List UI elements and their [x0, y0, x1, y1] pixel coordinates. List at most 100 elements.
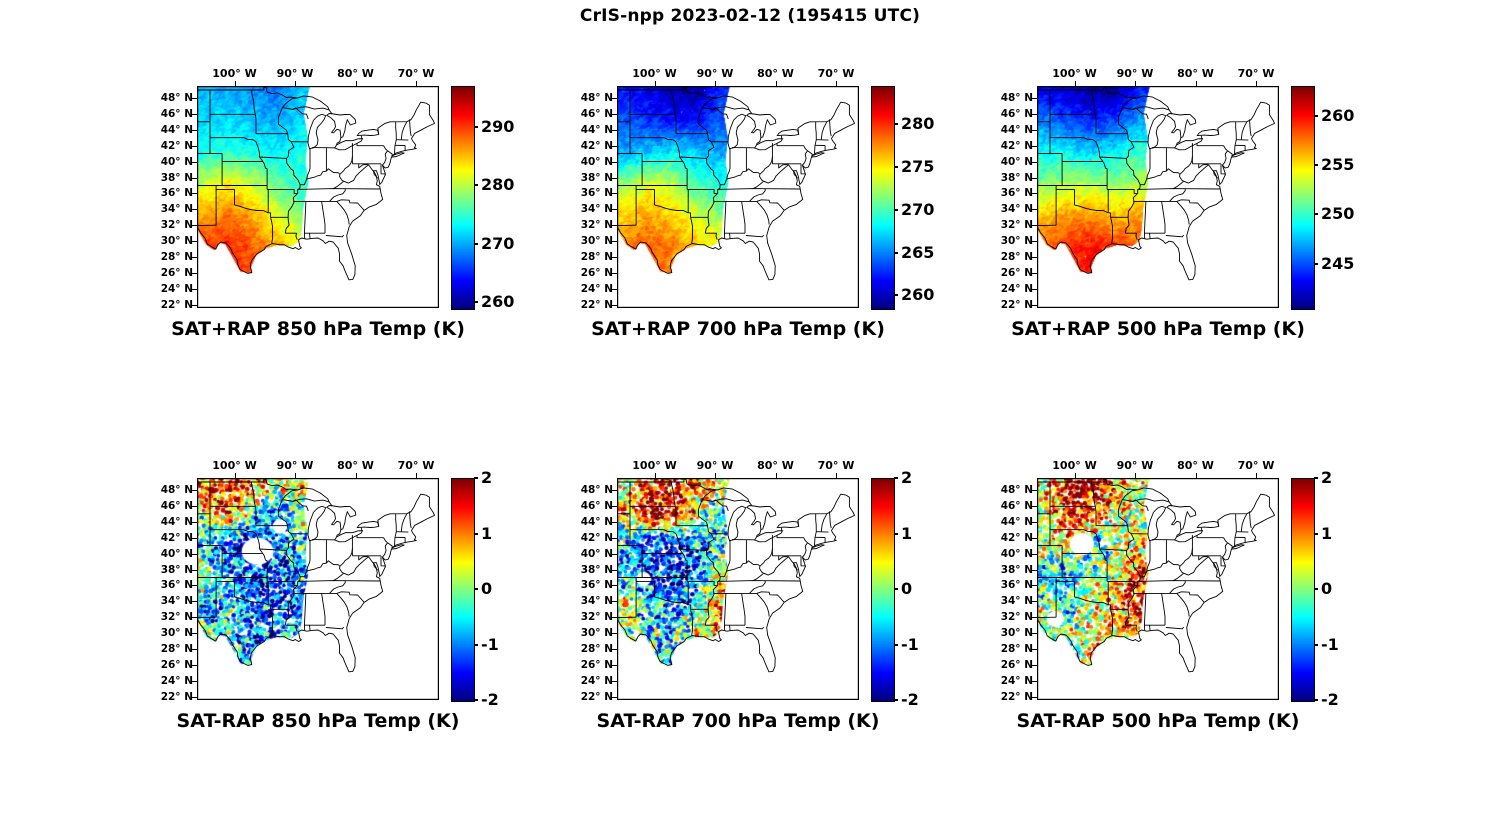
panel-title: SAT-RAP 700 hPa Temp (K) — [596, 710, 880, 732]
latitude-tick-label: 28° N — [580, 643, 613, 656]
state-boundary-line — [717, 487, 750, 503]
colorbar-gradient — [871, 478, 895, 702]
state-boundary-line — [741, 593, 746, 626]
state-boundary-line — [759, 174, 764, 182]
state-boundary-line — [807, 150, 813, 156]
panel-sat-minus-rap-850: 100° W 90° W 80° W 70° W 48° N 46° N 44° N 42° … — [157, 458, 537, 758]
latitude-tick-label: 32° N — [580, 611, 613, 624]
axis-tick — [1032, 633, 1037, 635]
state-boundary-line — [321, 201, 326, 234]
state-boundary-line — [630, 529, 677, 535]
axis-tick — [612, 649, 617, 651]
axis-tick — [234, 473, 236, 478]
latitude-tick-label: 26° N — [580, 658, 613, 671]
state-boundary-line — [300, 156, 353, 186]
state-boundary-line — [820, 121, 828, 140]
latitude-tick-label: 40° N — [160, 547, 193, 560]
state-boundary-line — [688, 212, 692, 218]
colorbar-tick — [474, 643, 478, 646]
axis-tick — [1032, 225, 1037, 227]
state-boundary-line — [380, 163, 386, 175]
state-boundary-line — [763, 556, 789, 576]
state-boundary-line — [674, 506, 677, 526]
colorbar-tick — [1314, 163, 1318, 166]
colorbar-tick-label: 290 — [481, 116, 515, 136]
axes-box — [1037, 478, 1279, 700]
axis-tick — [1256, 81, 1257, 86]
axis-tick — [192, 145, 197, 147]
axis-tick — [1032, 113, 1037, 115]
state-boundary-line — [670, 481, 676, 507]
state-boundary-line — [1196, 535, 1228, 544]
state-boundary-line — [277, 107, 301, 234]
latitude-tick-label: 26° N — [160, 266, 193, 279]
colorbar-tick — [1314, 477, 1318, 479]
state-boundary-line — [197, 478, 333, 506]
latitude-tick-label: 22° N — [1000, 298, 1033, 311]
colorbar-tick-label: 1 — [1321, 523, 1333, 543]
lake-outline — [1147, 505, 1167, 542]
state-boundary-line — [1234, 513, 1237, 546]
colorbar-tick-label: 250 — [1321, 204, 1355, 224]
axis-tick — [836, 81, 837, 86]
state-boundary-line — [268, 212, 272, 218]
longitude-tick-label: 100° W — [1052, 67, 1097, 80]
axis-tick — [1032, 177, 1037, 179]
axis-tick — [416, 473, 417, 478]
colorbar-tick — [1314, 213, 1318, 216]
state-boundary-line — [756, 201, 770, 225]
state-boundary-line — [292, 499, 309, 512]
state-boundary-line — [356, 535, 388, 544]
panel-title: SAT-RAP 500 hPa Temp (K) — [1016, 710, 1300, 732]
lake-outline — [1173, 138, 1204, 151]
state-boundary-line — [268, 604, 272, 610]
longitude-tick-label: 100° W — [632, 67, 677, 80]
state-boundary-line — [1169, 591, 1205, 603]
latitude-tick-label: 44° N — [1000, 123, 1033, 136]
axis-tick — [192, 177, 197, 179]
lake-outline — [1147, 113, 1167, 150]
state-boundary-line — [356, 143, 388, 152]
state-boundary-line — [1231, 544, 1245, 550]
state-boundary-line — [1227, 150, 1233, 156]
axis-tick — [612, 97, 617, 99]
state-boundary-line — [749, 591, 785, 603]
latitude-tick-label: 38° N — [580, 171, 613, 184]
state-boundary-line — [1234, 121, 1237, 154]
state-boundary-line — [800, 163, 806, 175]
state-boundary-line — [1165, 626, 1185, 630]
axis-tick — [192, 489, 197, 491]
state-boundary-line — [1149, 233, 1151, 239]
state-boundary-line — [617, 478, 753, 506]
latitude-tick-label: 46° N — [1000, 499, 1033, 512]
basemap-boundaries — [617, 478, 859, 700]
state-boundary-line — [715, 625, 718, 632]
latitude-tick-label: 36° N — [1000, 579, 1033, 592]
lake-outline — [727, 113, 747, 150]
axis-tick — [612, 569, 617, 571]
latitude-tick-label: 26° N — [1000, 266, 1033, 279]
state-boundary-line — [749, 188, 766, 202]
longitude-tick-label: 90° W — [696, 459, 734, 472]
state-boundary-line — [1179, 566, 1184, 574]
state-boundary-line — [1095, 533, 1108, 578]
state-boundary-line — [1198, 163, 1218, 179]
colorbar-tick — [894, 166, 898, 169]
latitude-tick-label: 36° N — [160, 579, 193, 592]
latitude-tick-label: 42° N — [580, 139, 613, 152]
axis-tick — [612, 601, 617, 603]
state-boundary-line — [336, 137, 342, 146]
axis-tick — [1032, 145, 1037, 147]
axis-tick — [1032, 288, 1037, 290]
state-boundary-line — [776, 535, 808, 544]
axis-tick — [1032, 129, 1037, 131]
axis-tick — [612, 537, 617, 539]
axis-tick — [1032, 209, 1037, 211]
state-boundary-line — [1146, 540, 1151, 572]
state-boundary-line — [259, 548, 287, 551]
state-boundary-line — [329, 580, 346, 594]
axis-tick — [612, 505, 617, 507]
state-boundary-line — [197, 101, 435, 281]
colorbar-tick — [894, 588, 898, 590]
state-boundary-line — [688, 604, 692, 610]
